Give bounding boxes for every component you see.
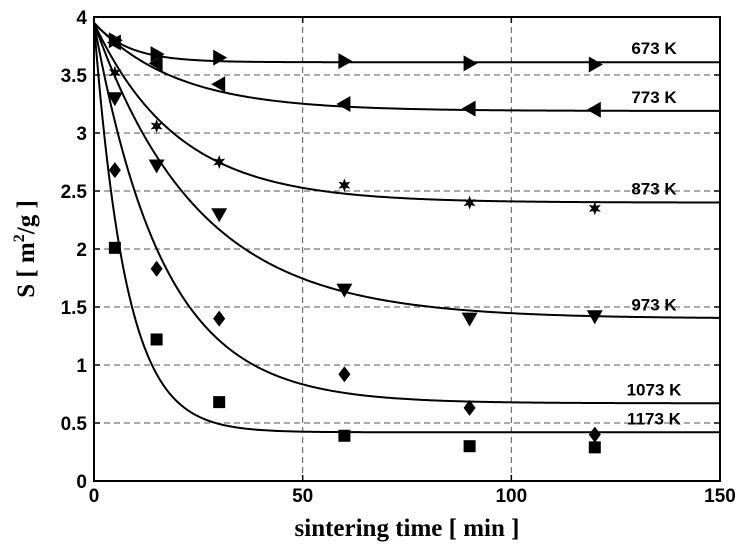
fit-curve [93, 22, 720, 405]
fit-curve [93, 22, 720, 64]
x-tick-label: 150 [704, 486, 736, 507]
triangle-right-marker [213, 49, 228, 66]
x-tick-label: 100 [495, 486, 527, 507]
diamond-marker [108, 162, 121, 179]
square-marker [108, 241, 121, 254]
y-tick-label: 0 [76, 472, 87, 493]
fit-curve [93, 22, 720, 434]
fit-curves [93, 22, 721, 434]
star-marker [463, 195, 476, 210]
axis-ticks: 0 50 100 150 0 0.5 1 1.5 2 2.5 3 3.5 4 [61, 8, 736, 507]
y-tick-label: 4 [76, 8, 87, 29]
y-axis-title-sup: 2 [11, 234, 28, 242]
grid [94, 17, 720, 481]
diamond-marker [463, 399, 476, 416]
triangle-right-marker [588, 56, 603, 73]
x-tick-label: 0 [89, 486, 100, 507]
triangle-left-marker [461, 100, 476, 117]
diamond-marker [150, 260, 163, 277]
y-axis-title: S [ m2/g ] [11, 200, 40, 298]
y-axis-title-base: S [ m [13, 242, 40, 298]
fit-curve [93, 22, 720, 112]
star-marker [108, 65, 121, 80]
triangle-down-marker [106, 92, 123, 107]
y-tick-label: 2 [76, 240, 87, 261]
triangle-right-marker [338, 53, 353, 70]
square-marker [463, 440, 476, 453]
y-tick-label: 1 [76, 356, 87, 377]
star-marker [338, 178, 351, 193]
fit-curve [93, 22, 720, 204]
series-label: 973 K [631, 296, 677, 315]
diamond-marker [588, 426, 601, 443]
y-tick-label: 1.5 [61, 298, 88, 319]
triangle-down-marker [148, 159, 165, 174]
series-labels: 673 K 773 K 873 K 973 K 1073 K 1173 K [627, 39, 683, 428]
series-label: 1173 K [627, 409, 682, 428]
y-tick-label: 0.5 [61, 414, 88, 435]
triangle-down-marker [211, 208, 228, 223]
triangle-down-marker [586, 310, 603, 325]
triangle-right-marker [463, 55, 478, 72]
triangle-right-marker [150, 46, 165, 63]
triangle-left-marker [336, 96, 351, 112]
series-label: 673 K [631, 39, 677, 58]
square-marker [150, 333, 163, 346]
data-markers [106, 32, 603, 454]
x-tick-label: 50 [292, 486, 313, 507]
star-marker [588, 201, 601, 216]
triangle-left-marker [586, 101, 601, 118]
triangle-down-marker [461, 312, 478, 327]
star-marker [150, 119, 163, 134]
square-marker [338, 429, 351, 442]
y-tick-label: 3 [76, 124, 87, 145]
y-tick-label: 3.5 [61, 66, 88, 87]
x-axis-title: sintering time [ min ] [295, 515, 520, 542]
star-marker [213, 155, 226, 169]
square-marker [213, 396, 226, 409]
triangle-left-marker [211, 76, 226, 93]
y-tick-label: 2.5 [61, 182, 88, 203]
triangle-left-marker [106, 34, 121, 51]
triangle-down-marker [336, 283, 353, 298]
triangle-left-marker [148, 55, 163, 72]
series-label: 873 K [631, 180, 677, 199]
diamond-marker [213, 310, 226, 327]
diamond-marker [338, 366, 351, 383]
series-label: 773 K [631, 88, 677, 107]
y-axis-title-tail: /g ] [13, 200, 40, 235]
square-marker [588, 441, 601, 454]
series-label: 1073 K [627, 380, 683, 399]
fit-curve [93, 22, 721, 319]
